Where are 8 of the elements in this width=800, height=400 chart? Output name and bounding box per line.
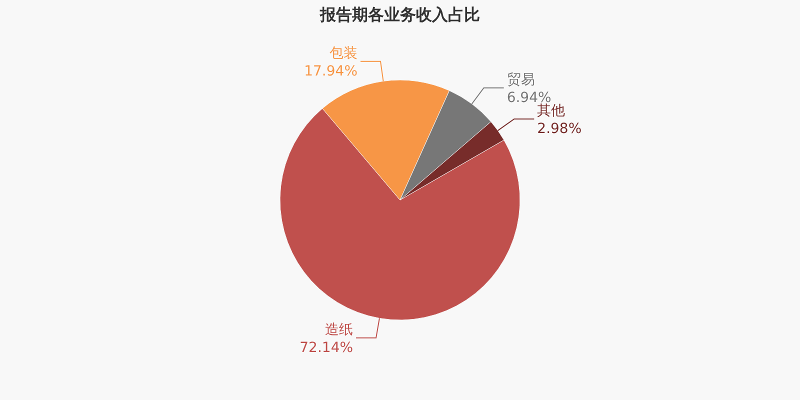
slice-label: 其他 [537,102,566,119]
chart-title: 报告期各业务收入占比 [319,5,480,24]
data-label: 72.14% [300,340,354,356]
slice-label: 包装 [330,45,358,62]
slice-label: 造纸 [325,322,354,338]
data-label: 2.98% [537,120,582,137]
data-label: 17.94% [304,63,358,80]
slice-label: 贸易 [506,72,535,88]
